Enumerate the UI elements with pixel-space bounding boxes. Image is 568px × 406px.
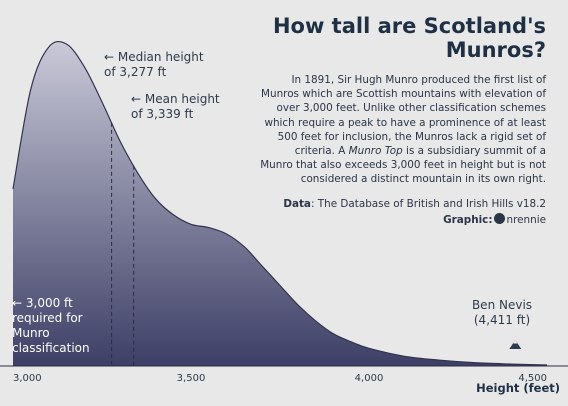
source-text: : The Database of British and Irish Hill… <box>310 198 546 210</box>
density-line <box>12 40 548 366</box>
x-tick-label: 4,000 <box>355 373 384 384</box>
mountain-icon <box>509 340 522 349</box>
github-icon <box>493 213 505 224</box>
credit-handle: nrennie <box>506 214 546 226</box>
description-text-1: In 1891, Sir Hugh Munro produced the fir… <box>261 74 546 158</box>
mountain-snowcap <box>513 340 518 344</box>
credit-label: Graphic: <box>443 214 493 226</box>
threshold-annotation: ← 3,000 ft required for Munro classifica… <box>12 296 90 355</box>
x-tick-label: 3,500 <box>177 373 206 384</box>
mean-annotation: ← Mean height of 3,339 ft <box>131 92 220 121</box>
description-text-2: is a subsidiary summit of a Munro that a… <box>260 145 546 186</box>
median-annotation: ← Median height of 3,277 ft <box>104 50 204 79</box>
chart-title: How tall are Scotland's Munros? <box>272 14 546 62</box>
x-tick-label: 4,500 <box>518 373 547 384</box>
x-axis-title: Height (feet) <box>476 381 560 395</box>
source-label: Data <box>283 198 311 210</box>
description-italic: Munro Top <box>348 145 403 158</box>
ben-nevis-annotation: Ben Nevis (4,411 ft) <box>471 298 533 327</box>
chart-description: In 1891, Sir Hugh Munro produced the fir… <box>260 73 546 187</box>
graphic-credit: Graphic: nrennie <box>246 213 546 226</box>
x-tick-label: 3,000 <box>13 373 42 384</box>
density-area <box>13 41 547 366</box>
data-source: Data: The Database of British and Irish … <box>246 198 546 210</box>
